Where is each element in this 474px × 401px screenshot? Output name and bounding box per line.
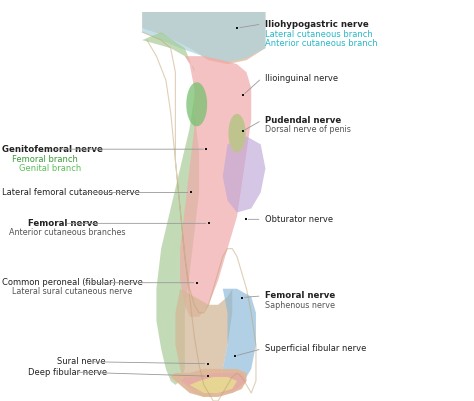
Text: Obturator nerve: Obturator nerve [265,215,334,224]
Polygon shape [175,289,232,397]
Text: Femoral branch: Femoral branch [12,155,78,164]
Text: Lateral cutaneous branch: Lateral cutaneous branch [265,30,373,38]
Polygon shape [228,114,246,152]
Polygon shape [180,56,251,317]
Text: Pudendal nerve: Pudendal nerve [265,116,342,125]
Text: Genitofemoral nerve: Genitofemoral nerve [2,145,103,154]
Text: Dorsal nerve of penis: Dorsal nerve of penis [265,126,351,134]
Text: Anterior cutaneous branches: Anterior cutaneous branches [9,228,126,237]
Text: Lateral femoral cutaneous nerve: Lateral femoral cutaneous nerve [2,188,140,197]
Text: Ilioinguinal nerve: Ilioinguinal nerve [265,74,338,83]
Polygon shape [186,82,207,126]
Polygon shape [142,12,265,62]
Text: Anterior cutaneous branch: Anterior cutaneous branch [265,39,378,48]
Polygon shape [142,12,265,64]
Text: Sural nerve: Sural nerve [57,357,106,366]
Text: Genital branch: Genital branch [19,164,81,173]
Text: Deep fibular nerve: Deep fibular nerve [28,368,108,377]
Text: Lateral sural cutaneous nerve: Lateral sural cutaneous nerve [12,288,132,296]
Text: Superficial fibular nerve: Superficial fibular nerve [265,344,367,353]
Polygon shape [228,114,246,152]
Polygon shape [180,373,246,393]
Text: Saphenous nerve: Saphenous nerve [265,301,336,310]
Text: Common peroneal (fibular) nerve: Common peroneal (fibular) nerve [2,278,143,287]
Polygon shape [142,32,199,385]
Polygon shape [190,377,237,393]
Text: Iliohypogastric nerve: Iliohypogastric nerve [265,20,369,28]
Polygon shape [223,289,256,393]
Text: Femoral nerve: Femoral nerve [265,292,336,300]
Polygon shape [223,136,265,213]
Polygon shape [171,369,246,397]
Text: Femoral nerve: Femoral nerve [28,219,99,228]
